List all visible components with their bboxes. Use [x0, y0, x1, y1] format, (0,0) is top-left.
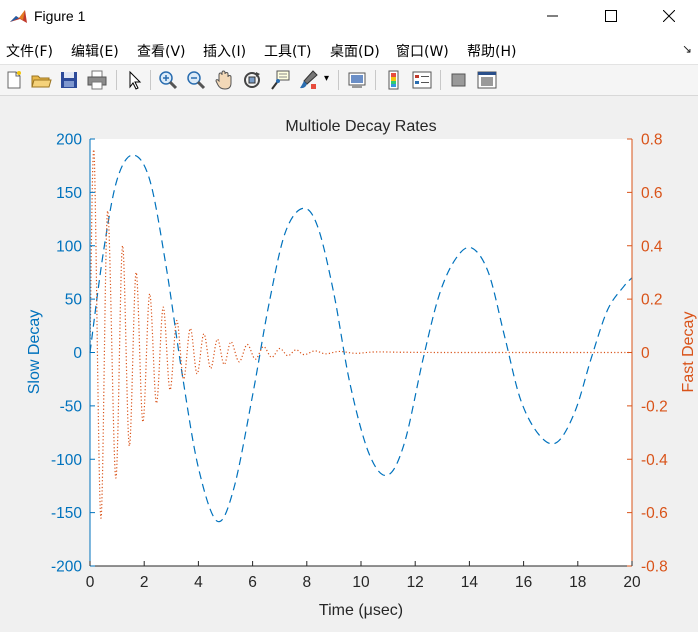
y-axis-right-label: Fast Decay	[680, 312, 697, 393]
dock-arrow-icon[interactable]: ↘	[681, 42, 692, 56]
menu-insert[interactable]: 插入(I)	[203, 44, 247, 60]
y-left-tick-label: 50	[65, 292, 83, 309]
x-tick-label: 12	[407, 574, 424, 591]
toolbar-separator	[150, 70, 151, 90]
menu-view[interactable]: 查看(V)	[137, 44, 186, 60]
y-left-tick-label: -50	[60, 398, 83, 415]
show-plot-tools-icon[interactable]	[476, 69, 498, 91]
y-left-tick-label: 100	[56, 238, 82, 255]
y-right-tick-label: -0.6	[641, 505, 668, 522]
menu-window[interactable]: 窗口(W)	[396, 44, 449, 60]
save-icon[interactable]	[58, 69, 80, 91]
minimize-icon	[547, 15, 558, 17]
x-tick-label: 10	[352, 574, 370, 591]
y-left-tick-label: 200	[56, 132, 82, 149]
window-titlebar: Figure 1	[0, 0, 698, 34]
chevron-down-icon[interactable]: ▾	[324, 73, 330, 84]
close-button[interactable]	[646, 0, 692, 32]
figure-canvas: -200 -150 -100 -50 0 50 100 150 200 -0.8 -0.6 -0.4…	[0, 96, 698, 627]
toolbar-separator	[338, 70, 339, 90]
close-icon	[663, 10, 675, 22]
y-right-tick-label: -0.4	[641, 452, 668, 469]
pan-icon[interactable]	[213, 69, 235, 91]
y-right-tick-label: 0.4	[641, 238, 663, 255]
y-left-tick-label: -150	[51, 505, 82, 522]
menu-bar: 文件(F) 编辑(E) 查看(V) 插入(I) 工具(T) 桌面(D) 窗口(W…	[0, 34, 698, 65]
x-tick-label: 2	[140, 574, 149, 591]
new-figure-icon[interactable]	[3, 69, 25, 91]
y-axis-left-label: Slow Decay	[26, 310, 43, 394]
rotate-3d-icon[interactable]	[241, 69, 263, 91]
y-right-tick-label: -0.8	[641, 559, 668, 576]
toolbar-separator	[440, 70, 441, 90]
legend-icon[interactable]	[411, 69, 433, 91]
menu-desktop[interactable]: 桌面(D)	[330, 44, 380, 60]
colorbar-icon[interactable]	[383, 69, 405, 91]
menu-tools[interactable]: 工具(T)	[264, 44, 312, 60]
pointer-icon[interactable]	[123, 69, 145, 91]
toolbar-separator	[375, 70, 376, 90]
window-title: Figure 1	[34, 8, 86, 24]
figure-toolbar: ▾	[0, 65, 698, 96]
toolbar-separator	[116, 70, 117, 90]
y-right-tick-label: 0.2	[641, 292, 663, 309]
x-tick-label: 0	[86, 574, 95, 591]
chart-title: Multiole Decay Rates	[285, 118, 436, 135]
zoom-out-icon[interactable]	[185, 69, 207, 91]
x-tick-label: 8	[302, 574, 311, 591]
fast-decay-line[interactable]	[89, 149, 632, 519]
brush-icon[interactable]	[297, 69, 319, 91]
y-right-tick-label: 0	[641, 345, 650, 362]
data-cursor-icon[interactable]	[269, 69, 291, 91]
menu-help[interactable]: 帮助(H)	[467, 44, 517, 60]
matlab-logo-icon	[8, 7, 28, 27]
menu-edit[interactable]: 编辑(E)	[71, 44, 119, 60]
open-file-icon[interactable]	[30, 69, 52, 91]
y-left-tick-label: -100	[51, 452, 82, 469]
x-tick-label: 18	[569, 574, 586, 591]
slow-decay-line[interactable]	[89, 154, 633, 523]
y-right-tick-label: -0.2	[641, 398, 668, 415]
x-tick-label: 6	[248, 574, 257, 591]
hide-plot-tools-icon[interactable]	[448, 69, 470, 91]
y-left-tick-label: 0	[73, 345, 82, 362]
y-left-tick-label: 150	[56, 185, 82, 202]
y-right-tick-label: 0.6	[641, 185, 663, 202]
y-left-tick-label: -200	[51, 559, 82, 576]
link-plot-icon[interactable]	[346, 69, 368, 91]
print-icon[interactable]	[86, 69, 108, 91]
x-axis-label: Time (μsec)	[319, 602, 403, 619]
x-tick-label: 20	[623, 574, 641, 591]
y-right-tick-label: 0.8	[641, 132, 663, 149]
maximize-button[interactable]	[588, 0, 634, 32]
x-tick-label: 14	[461, 574, 479, 591]
x-tick-label: 4	[194, 574, 203, 591]
zoom-in-icon[interactable]	[157, 69, 179, 91]
minimize-button[interactable]	[530, 0, 576, 32]
menu-file[interactable]: 文件(F)	[6, 44, 53, 60]
maximize-icon	[605, 10, 617, 22]
x-tick-label: 16	[515, 574, 532, 591]
